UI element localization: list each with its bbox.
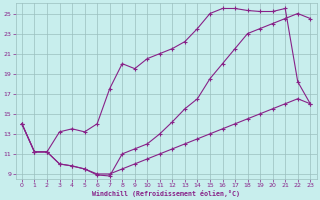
X-axis label: Windchill (Refroidissement éolien,°C): Windchill (Refroidissement éolien,°C): [92, 190, 240, 197]
